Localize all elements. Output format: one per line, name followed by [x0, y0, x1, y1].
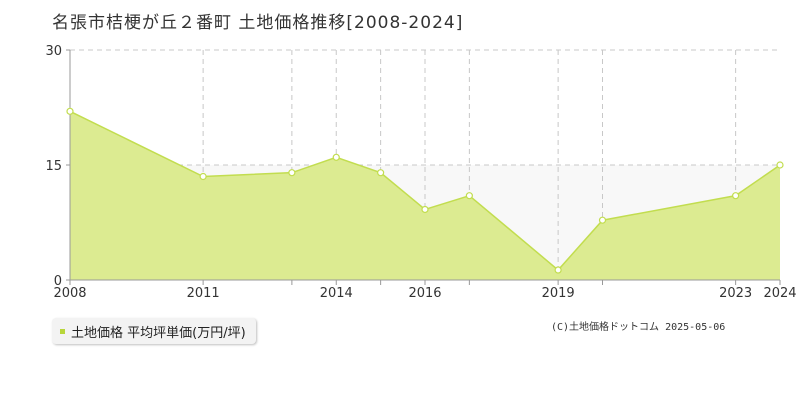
data-points — [66, 107, 784, 274]
x-tick-labels: 2008 2011 2014 2016 2019 2023 2024 — [53, 280, 797, 301]
data-point — [377, 169, 385, 177]
data-point — [598, 216, 607, 224]
y-tick-labels: 0 15 30 — [45, 44, 70, 289]
x-tick-label: 2023 — [719, 286, 752, 301]
legend-label: 土地価格 平均坪単価(万円/坪) — [71, 325, 246, 341]
copyright-credit: (C)土地価格ドットコム 2025-05-06 — [551, 322, 726, 333]
y-tick-label: 0 — [54, 274, 62, 289]
y-tick-label: 15 — [45, 159, 62, 174]
x-tick-label: 2016 — [408, 286, 441, 301]
legend-swatch — [60, 328, 65, 334]
x-tick-label: 2024 — [763, 286, 796, 301]
data-point — [732, 192, 740, 200]
x-tick-label: 2019 — [542, 286, 575, 301]
y-tick-label: 30 — [45, 44, 62, 59]
data-point — [465, 192, 473, 200]
legend: 土地価格 平均坪単価(万円/坪) — [52, 318, 256, 344]
x-tick-label: 2008 — [53, 286, 86, 301]
x-tick-label: 2014 — [320, 286, 353, 301]
data-point — [776, 161, 784, 169]
data-point — [421, 205, 429, 214]
area-fill — [70, 111, 780, 280]
x-tick-label: 2011 — [187, 286, 220, 301]
chart-title: 名張市桔梗が丘２番町 土地価格推移[2008-2024] — [52, 13, 464, 33]
data-point — [66, 107, 74, 115]
data-point — [288, 169, 296, 177]
data-point — [554, 266, 562, 274]
data-point — [199, 172, 207, 181]
data-point — [332, 153, 340, 161]
